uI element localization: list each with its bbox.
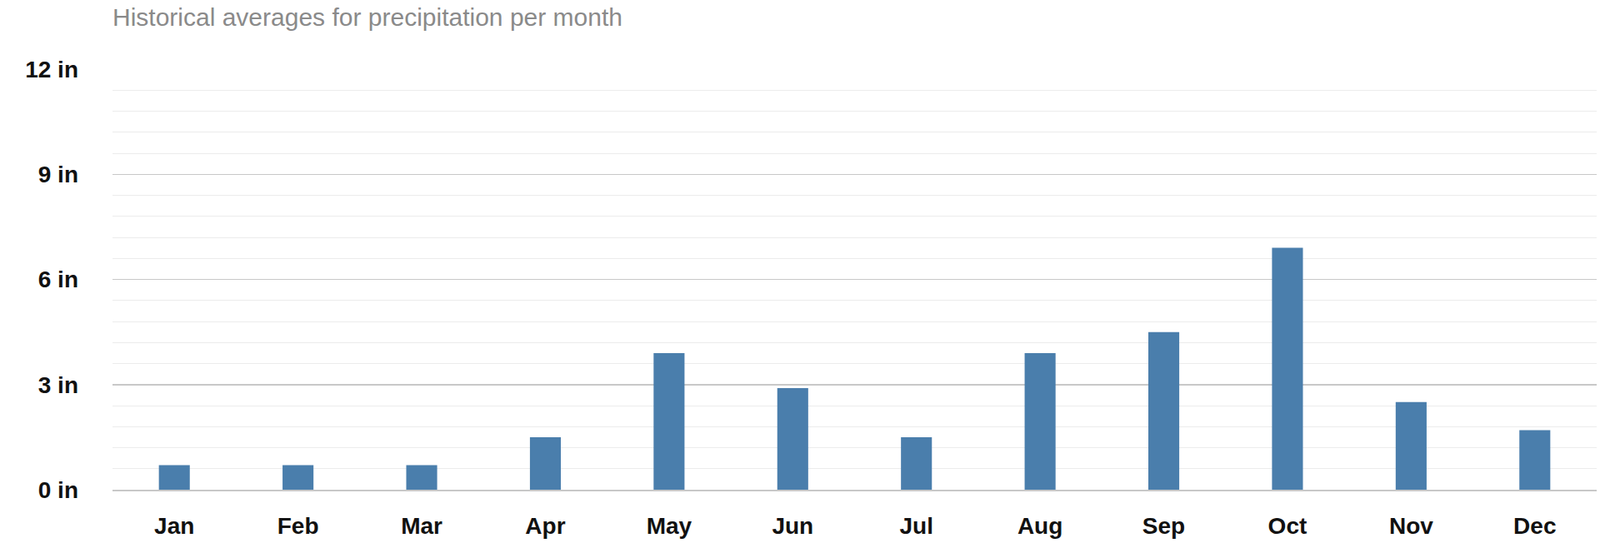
svg-text:Sep: Sep [1142, 513, 1185, 540]
svg-text:Jul: Jul [899, 513, 933, 540]
svg-text:Feb: Feb [277, 513, 320, 540]
svg-text:Nov: Nov [1389, 513, 1434, 540]
svg-text:0 in: 0 in [38, 477, 79, 504]
svg-text:Apr: Apr [525, 513, 565, 540]
svg-text:Mar: Mar [400, 513, 443, 540]
svg-text:Historical averages for precip: Historical averages for precipitation pe… [112, 3, 623, 31]
svg-text:Dec: Dec [1513, 513, 1556, 540]
svg-text:Jun: Jun [771, 513, 814, 540]
svg-text:12 in: 12 in [25, 56, 79, 83]
svg-text:May: May [646, 513, 693, 540]
svg-text:Oct: Oct [1268, 513, 1308, 540]
svg-text:Jan: Jan [154, 513, 195, 540]
svg-text:6 in: 6 in [38, 266, 79, 293]
svg-text:Aug: Aug [1017, 513, 1063, 540]
svg-text:9 in: 9 in [38, 161, 79, 188]
svg-text:3 in: 3 in [38, 372, 79, 399]
